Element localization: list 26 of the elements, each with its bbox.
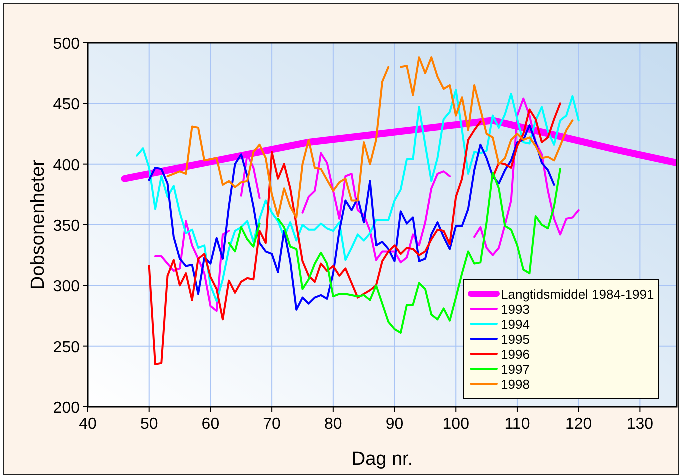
legend-label: 1994	[501, 317, 530, 332]
legend-label: 1993	[501, 302, 530, 317]
y-axis-title: Dobsonenheter	[28, 159, 49, 290]
x-axis-title: Dag nr.	[352, 449, 414, 470]
x-tick-label: 130	[626, 416, 654, 433]
y-tick-label: 400	[53, 157, 80, 174]
x-tick-label: 40	[79, 416, 97, 433]
x-tick-label: 60	[202, 416, 220, 433]
y-tick-label: 200	[53, 400, 80, 417]
x-tick-label: 90	[386, 416, 404, 433]
y-tick-label: 300	[53, 278, 80, 296]
legend-label: 1998	[501, 377, 530, 392]
x-tick-label: 100	[442, 416, 470, 433]
x-tick-label: 80	[324, 416, 342, 433]
legend-label: 1995	[501, 332, 530, 347]
legend-label: 1997	[501, 362, 530, 377]
x-tick-label: 70	[263, 416, 282, 433]
legend-label: 1996	[501, 347, 530, 362]
x-tick-label: 120	[565, 416, 592, 433]
y-tick-label: 350	[53, 218, 80, 235]
legend-label: Langtidsmiddel 1984-1991	[501, 287, 654, 302]
x-tick-label: 50	[140, 416, 158, 433]
y-tick-label: 500	[53, 36, 80, 53]
x-tick-label: 110	[504, 416, 530, 433]
y-tick-label: 450	[53, 96, 80, 114]
y-tick-label: 250	[53, 339, 80, 356]
